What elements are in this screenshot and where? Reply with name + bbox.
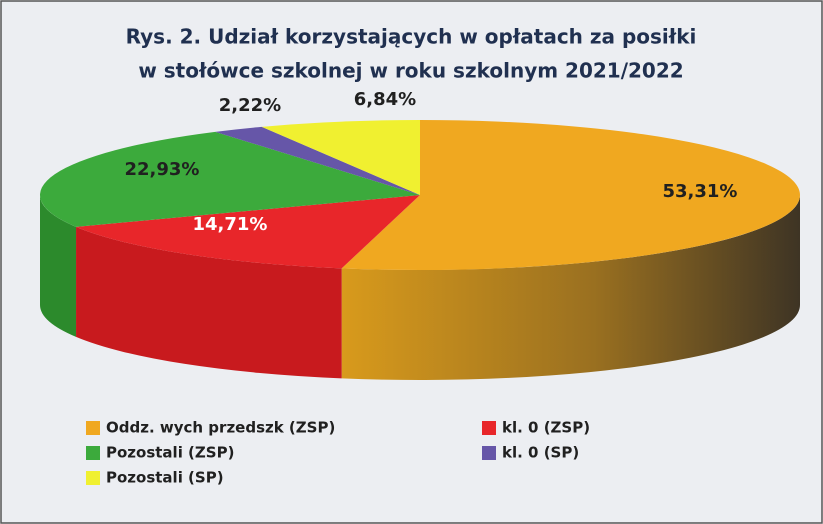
data-label: 53,31% [663,181,738,202]
legend-swatch [86,446,100,460]
chart-title: Rys. 2. Udział korzystających w opłatach… [126,25,697,49]
slice [341,120,801,270]
data-label: 2,22% [219,95,281,116]
legend-label: Pozostali (SP) [106,469,224,487]
slice-side [76,226,342,379]
slice [261,120,420,195]
slice [40,131,420,227]
legend-label: Pozostali (ZSP) [106,444,234,462]
legend-swatch [86,471,100,485]
data-label: 14,71% [193,214,268,235]
slice [76,195,420,269]
legend-label: kl. 0 (ZSP) [502,419,590,437]
legend-label: kl. 0 (SP) [502,444,579,462]
legend-swatch [482,446,496,460]
slice-side [40,195,77,337]
data-label: 22,93% [125,159,200,180]
legend-swatch [482,421,496,435]
slice [215,126,420,195]
legend-label: Oddz. wych przedszk (ZSP) [106,419,335,437]
legend-swatch [86,421,100,435]
data-label: 6,84% [354,89,416,110]
slice-side [341,195,800,380]
chart-subtitle: w stołówce szkolnej w roku szkolnym 2021… [138,59,683,83]
